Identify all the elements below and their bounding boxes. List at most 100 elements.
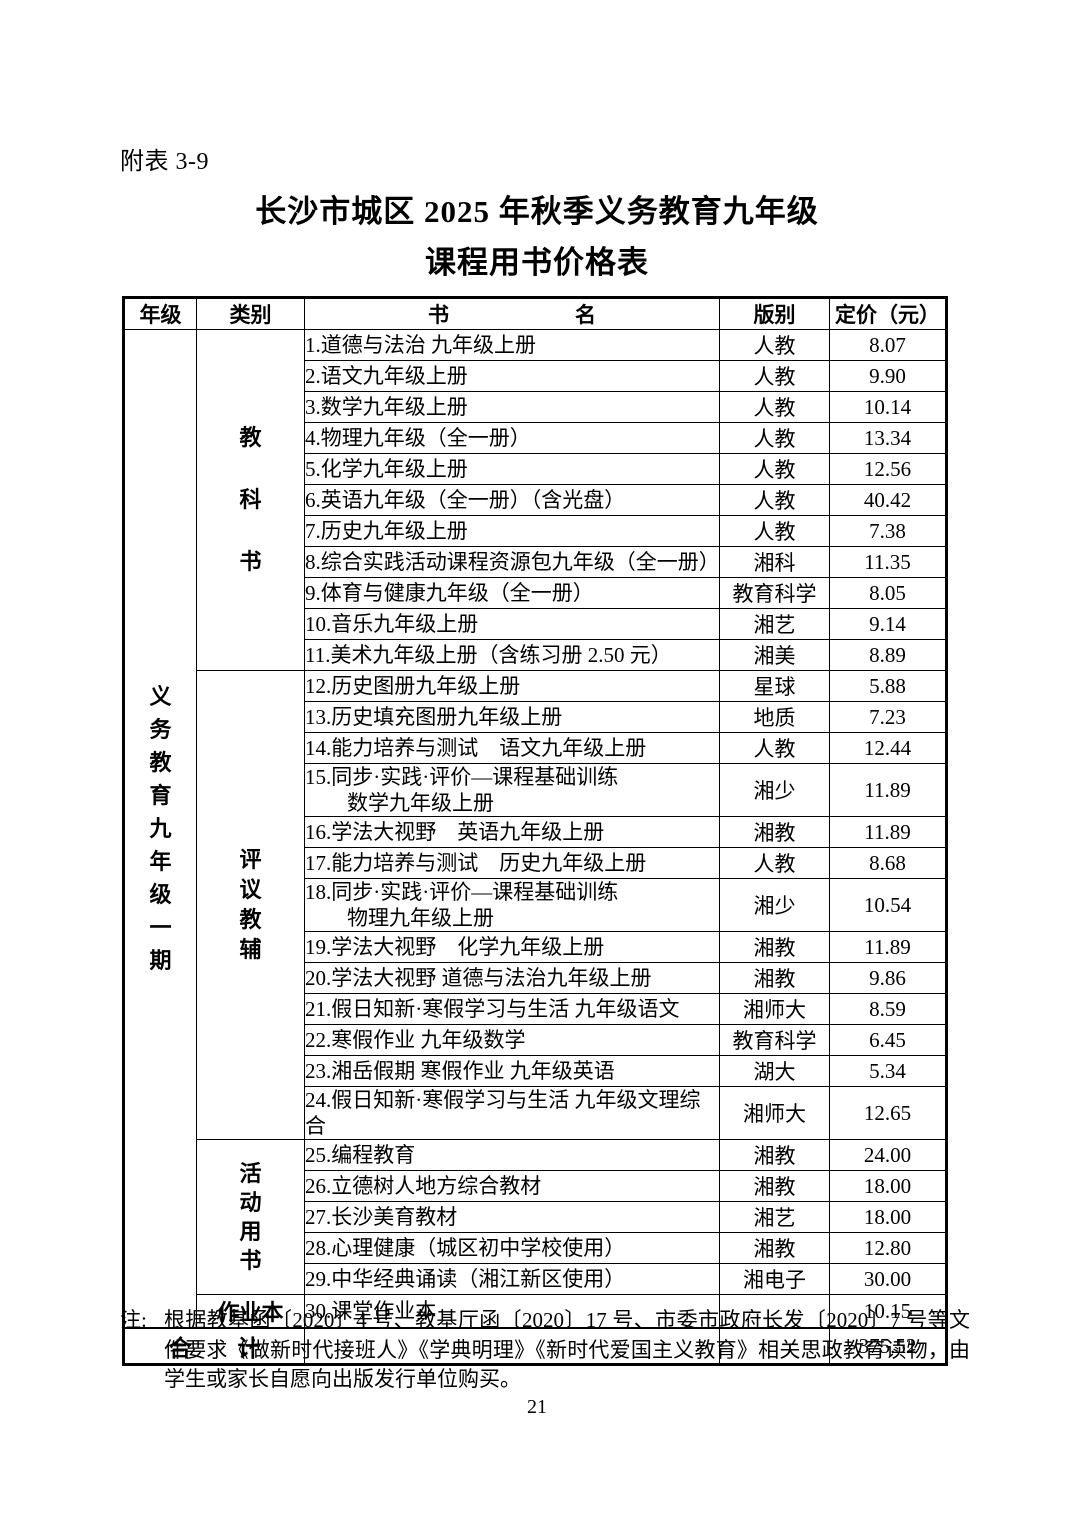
publisher-cell <box>719 1294 830 1329</box>
table-row: 14.能力培养与测试 语文九年级上册 人教 12.44 <box>124 732 947 764</box>
page-title-line2: 课程用书价格表 <box>425 245 649 280</box>
price-cell: 5.88 <box>829 670 947 702</box>
category-cell: 活动用书 <box>196 1139 305 1295</box>
publisher-cell: 湘美 <box>719 639 830 671</box>
table-row: 10.音乐九年级上册 湘艺 9.14 <box>124 608 947 640</box>
publisher-cell: 湘少 <box>719 763 830 817</box>
price-cell: 24.00 <box>829 1139 947 1171</box>
price-cell: 30.00 <box>829 1263 947 1295</box>
price-cell: 12.56 <box>829 453 947 485</box>
book-name-cell: 2.语文九年级上册 <box>304 360 720 392</box>
price-cell: 9.90 <box>829 360 947 392</box>
book-name-cell: 26.立德树人地方综合教材 <box>304 1170 720 1202</box>
price-cell: 11.89 <box>829 816 947 848</box>
publisher-cell: 教育科学 <box>719 577 830 609</box>
total-row: 合 计 375.52 <box>123 1327 947 1365</box>
price-cell: 9.14 <box>829 608 947 640</box>
table-row: 26.立德树人地方综合教材 湘教 18.00 <box>124 1170 947 1202</box>
book-name-cell: 15.同步·实践·评价—课程基础训练 数学九年级上册 <box>304 763 720 817</box>
category-cell: 教科书 <box>196 329 305 671</box>
table-row: 7.历史九年级上册 人教 7.38 <box>124 515 947 547</box>
category-label: 作业本 <box>217 1300 284 1325</box>
publisher-cell: 湘电子 <box>719 1263 830 1295</box>
book-name-cell: 4.物理九年级（全一册） <box>304 422 720 454</box>
table-row: 16.学法大视野 英语九年级上册 湘教 11.89 <box>124 816 947 848</box>
table-row: 15.同步·实践·评价—课程基础训练 数学九年级上册 湘少 11.89 <box>124 763 947 817</box>
book-name-cell: 6.英语九年级（全一册）（含光盘） <box>304 484 720 516</box>
price-cell: 8.07 <box>829 329 947 361</box>
publisher-cell: 人教 <box>719 453 830 485</box>
price-cell: 9.86 <box>829 962 947 994</box>
book-name-cell: 27.长沙美育教材 <box>304 1201 720 1233</box>
footnote-text: 根据教基函〔2020〕4 号、教基厅函〔2020〕17 号、市委市政府长发〔20… <box>164 1308 970 1391</box>
publisher-cell: 湘教 <box>719 962 830 994</box>
book-name-cell: 11.美术九年级上册（含练习册 2.50 元） <box>304 639 720 671</box>
category-cell: 评议教辅 <box>196 670 305 1140</box>
publisher-cell: 湖大 <box>719 1055 830 1087</box>
book-name-cell: 9.体育与健康九年级（全一册） <box>304 577 720 609</box>
table-row: 19.学法大视野 化学九年级上册 湘教 11.89 <box>124 931 947 963</box>
book-name-cell: 5.化学九年级上册 <box>304 453 720 485</box>
publisher-cell: 教育科学 <box>719 1024 830 1056</box>
book-name-cell: 17.能力培养与测试 历史九年级上册 <box>304 847 720 879</box>
price-cell: 8.59 <box>829 993 947 1025</box>
annex-label: 附表 3-9 <box>120 149 209 175</box>
book-name-cell: 8.综合实践活动课程资源包九年级（全一册） <box>304 546 720 578</box>
table-row: 22.寒假作业 九年级数学 教育科学 6.45 <box>124 1024 947 1056</box>
price-cell: 8.68 <box>829 847 947 879</box>
publisher-cell: 湘师大 <box>719 1086 830 1140</box>
book-name-cell: 13.历史填充图册九年级上册 <box>304 701 720 733</box>
table-row: 9.体育与健康九年级（全一册） 教育科学 8.05 <box>124 577 947 609</box>
table-row: 活动用书 25.编程教育 湘教 24.00 <box>124 1139 947 1295</box>
table-row: 义务教育九年级一期 教科书 1.道德与法治 九年级上册 人教 8.07 <box>123 329 947 1329</box>
publisher-cell: 湘科 <box>719 546 830 578</box>
publisher-cell: 人教 <box>719 515 830 547</box>
book-name-cell: 1.道德与法治 九年级上册 <box>304 329 720 361</box>
publisher-cell: 人教 <box>719 484 830 516</box>
book-name-cell: 29.中华经典诵读（湘江新区使用） <box>304 1263 720 1295</box>
publisher-cell: 湘少 <box>719 878 830 932</box>
price-cell: 11.35 <box>829 546 947 578</box>
table-row: 8.综合实践活动课程资源包九年级（全一册） 湘科 11.35 <box>124 546 947 578</box>
publisher-cell: 湘艺 <box>719 608 830 640</box>
publisher-cell: 湘教 <box>719 1139 830 1171</box>
publisher-cell: 人教 <box>719 360 830 392</box>
page-title: 长沙市城区 2025 年秋季义务教育九年级 课程用书价格表 <box>0 186 1074 288</box>
header-publisher: 版别 <box>719 297 830 330</box>
book-name-cell: 20.学法大视野 道德与法治九年级上册 <box>304 962 720 994</box>
category-label: 活动用书 <box>239 1161 262 1273</box>
table-row: 21.假日知新·寒假学习与生活 九年级语文 湘师大 8.59 <box>124 993 947 1025</box>
total-label-cell: 合 计 <box>123 1327 305 1365</box>
publisher-cell: 湘教 <box>719 1170 830 1202</box>
header-category: 类别 <box>196 297 305 330</box>
price-cell: 8.89 <box>829 639 947 671</box>
publisher-cell: 湘艺 <box>719 1201 830 1233</box>
price-cell: 11.89 <box>829 763 947 817</box>
price-cell: 40.42 <box>829 484 947 516</box>
footnote: 注: 根据教基函〔2020〕4 号、教基厅函〔2020〕17 号、市委市政府长发… <box>120 1306 970 1395</box>
header-price: 定价（元） <box>829 297 947 330</box>
price-cell: 11.89 <box>829 931 947 963</box>
price-table: 年级 类别 书 名 版别 定价（元） 义务教育九年级一期 教科书 1.道德与法治 九… <box>122 296 948 1366</box>
table-body: 义务教育九年级一期 教科书 1.道德与法治 九年级上册 人教 8.07 2.语文九年级上册… <box>123 329 947 1365</box>
category-label: 教科书 <box>239 425 262 574</box>
table-row: 作业本 30.课堂作业本 10.15 <box>124 1294 947 1329</box>
page-title-line1: 长沙市城区 2025 年秋季义务教育九年级 <box>255 194 819 229</box>
publisher-cell: 人教 <box>719 847 830 879</box>
book-name-cell: 22.寒假作业 九年级数学 <box>304 1024 720 1056</box>
book-name-cell: 24.假日知新·寒假学习与生活 九年级文理综合 <box>304 1086 720 1140</box>
table-row: 29.中华经典诵读（湘江新区使用） 湘电子 30.00 <box>124 1263 947 1295</box>
publisher-cell: 人教 <box>719 329 830 361</box>
book-name-cell: 25.编程教育 <box>304 1139 720 1171</box>
grade-label: 义务教育九年级一期 <box>149 684 172 973</box>
total-empty-name-cell <box>304 1327 720 1365</box>
total-price-cell: 375.52 <box>829 1327 947 1365</box>
price-cell: 18.00 <box>829 1170 947 1202</box>
grade-cell: 义务教育九年级一期 <box>123 329 197 1329</box>
price-cell: 8.05 <box>829 577 947 609</box>
publisher-cell: 湘教 <box>719 816 830 848</box>
publisher-cell: 人教 <box>719 391 830 423</box>
book-name-cell: 28.心理健康（城区初中学校使用） <box>304 1232 720 1264</box>
publisher-cell: 湘教 <box>719 931 830 963</box>
